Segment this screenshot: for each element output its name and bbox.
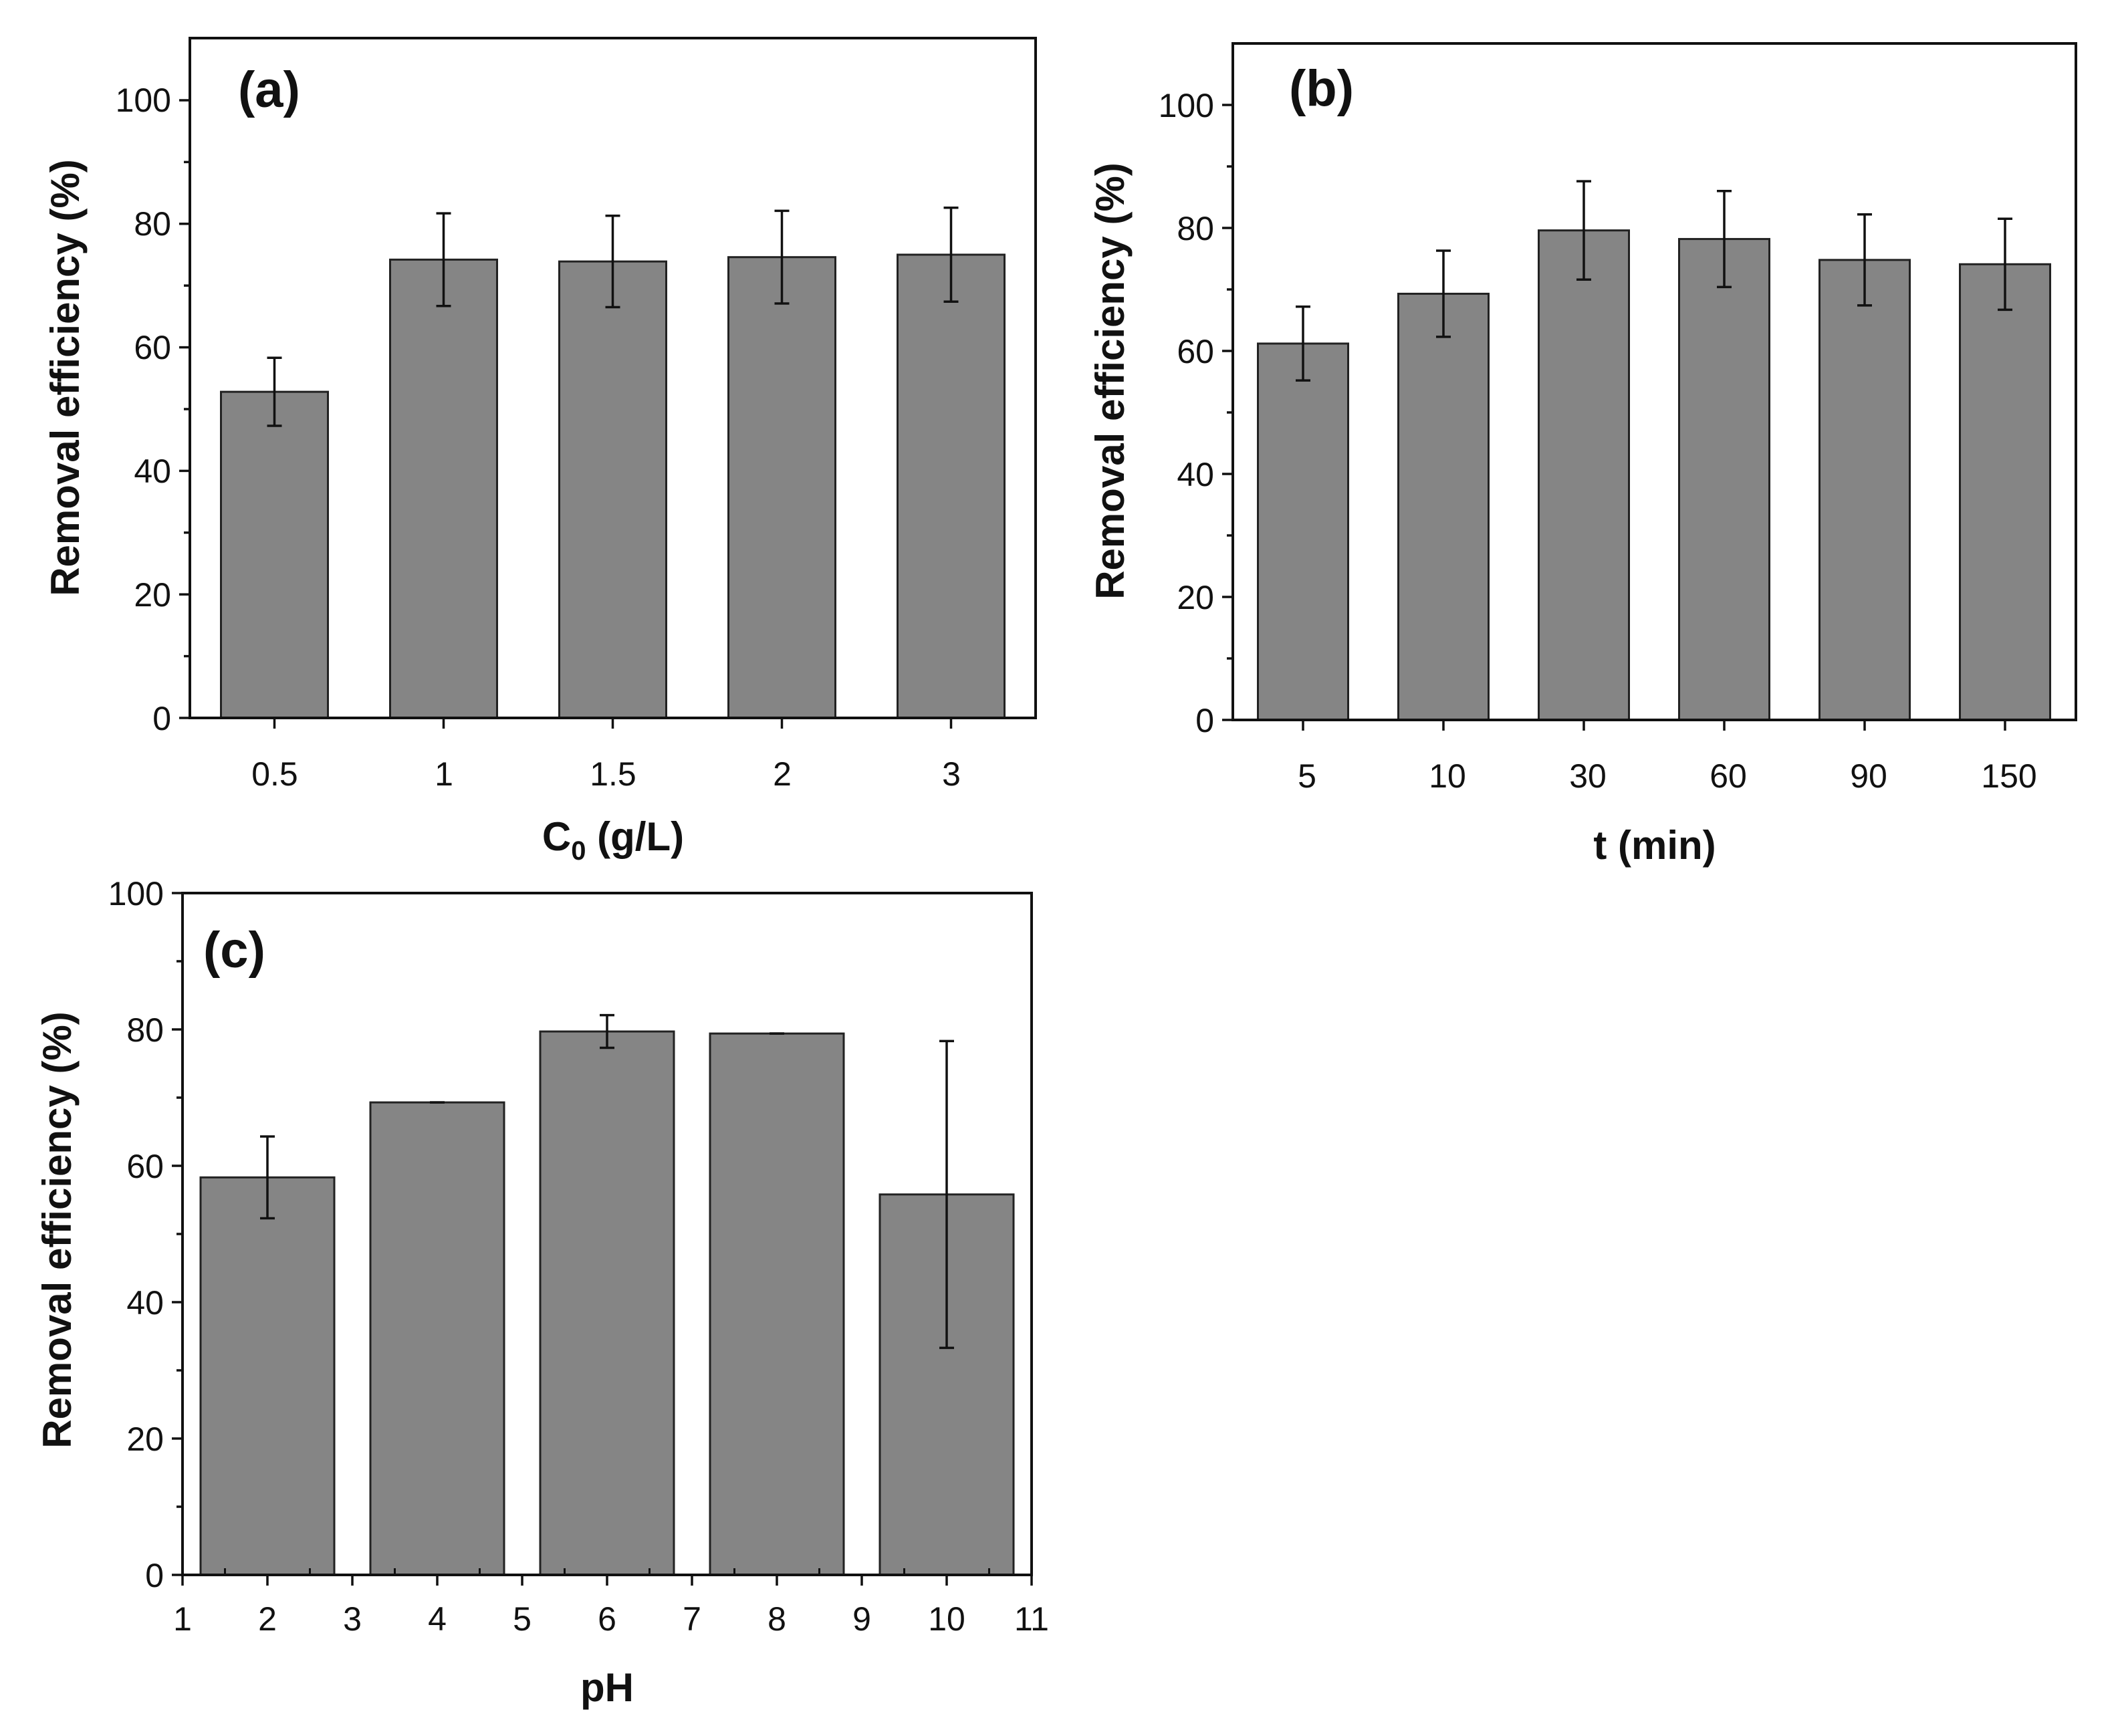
panel-c-label: (c): [203, 922, 265, 979]
panel-b-xtick-label: 150: [1981, 757, 2036, 795]
panel-a-ytick-label: 20: [134, 576, 171, 614]
panel-b-bar: [1959, 263, 2051, 721]
panel-c-ytick-label: 100: [108, 875, 164, 912]
panel-c-xtick-label: 9: [852, 1600, 871, 1638]
panel-a-xtick-label: 3: [942, 755, 961, 793]
panel-c-xtick-label: 2: [258, 1600, 277, 1638]
panel-b-ytick-label: 80: [1177, 210, 1214, 247]
panel-c-xtick-label: 1: [173, 1600, 192, 1638]
panel-b-bars: [1257, 229, 2051, 721]
panel-a-ytick-label: 0: [152, 700, 171, 737]
panel-a-xaxis-title-main: C: [542, 814, 571, 859]
panel-b-ytick-label: 60: [1177, 333, 1214, 370]
panel-b-bar: [1257, 342, 1349, 721]
panel-c-xtick-label: 3: [343, 1600, 362, 1638]
panel-c-xtick-label: 7: [683, 1600, 701, 1638]
panel-c-xtick-label: 4: [428, 1600, 447, 1638]
panel-c-errorbars: [260, 1013, 954, 1350]
panel-b-xtick-label: 90: [1850, 757, 1887, 795]
panel-b-xtick-labels: 5 10 30 60 90 150: [1298, 757, 2037, 795]
panel-a-xtick-label: 0.5: [251, 755, 298, 793]
panel-b-ytick-label: 20: [1177, 579, 1214, 616]
panel-a-ytick-labels: 0 20 40 60 80 100: [116, 82, 171, 737]
panel-a-xtick-label: 1: [435, 755, 453, 793]
panel-c-ytick-label: 0: [145, 1557, 164, 1594]
panel-c-frame: [181, 892, 1033, 1576]
panel-c-ytick-label: 20: [126, 1420, 164, 1458]
panel-c-bars: [199, 1030, 1015, 1576]
panel-b-errorbars: [1296, 180, 2012, 382]
panel-b-yaxis-title: Removal efficiency (%): [1088, 162, 1133, 600]
panel-c-xtick-labels: 1 2 3 4 5 6 7 8 9 10 11: [173, 1600, 1049, 1638]
panel-a-xaxis-title-subscript: 0: [571, 836, 586, 866]
panel-c: 0 20 40 60 80 100 1 2 3 4 5 6 7 8 9 10 1…: [35, 875, 1049, 1710]
panel-b-xtick-label: 5: [1298, 757, 1316, 795]
panel-b-bar: [1397, 292, 1490, 721]
panel-c-ytick-labels: 0 20 40 60 80 100: [108, 875, 164, 1594]
panel-b-label: (b): [1289, 60, 1354, 117]
panel-c-ticks: [172, 892, 1033, 1586]
panel-c-yaxis-title: Removal efficiency (%): [35, 1011, 80, 1449]
panel-a-bar: [897, 253, 1006, 719]
panel-b-ticks: [1222, 104, 2006, 731]
panel-b: 0 20 40 60 80 100 5 10 30 60 90 150 (b) …: [1088, 42, 2077, 868]
panel-c-ytick-label: 40: [126, 1284, 164, 1322]
panel-b-bar: [1818, 259, 1911, 721]
panel-a-frame: [189, 37, 1037, 719]
panel-c-xtick-label: 8: [768, 1600, 786, 1638]
panel-c-xtick-label: 6: [598, 1600, 616, 1638]
panel-a-xaxis-title-rest: (g/L): [586, 814, 684, 859]
panel-b-frame: [1231, 42, 2077, 721]
panel-b-xaxis-title: t (min): [1593, 823, 1716, 868]
panel-b-ytick-label: 100: [1159, 87, 1214, 124]
panel-a-bar: [389, 258, 498, 719]
panel-a-bar: [220, 390, 329, 719]
panel-b-bar: [1678, 238, 1770, 721]
panel-a-bars: [220, 253, 1006, 719]
panel-c-bar: [369, 1101, 505, 1576]
panel-a-label: (a): [238, 61, 300, 118]
panel-c-xtick-label: 5: [513, 1600, 532, 1638]
panel-a-xaxis-title: C0 (g/L): [542, 814, 684, 866]
panel-a-yaxis-title: Removal efficiency (%): [43, 159, 88, 596]
panel-c-bar: [199, 1176, 336, 1576]
panel-b-ytick-label: 0: [1195, 702, 1214, 739]
panel-c-ytick-label: 80: [126, 1011, 164, 1049]
panel-a-xtick-label: 1.5: [590, 755, 636, 793]
panel-a-errorbars: [267, 207, 959, 427]
panel-b-bar: [1538, 229, 1630, 721]
panel-a-xtick-labels: 0.5 1 1.5 2 3: [251, 755, 961, 793]
panel-c-xtick-label: 10: [928, 1600, 965, 1638]
panel-a-xtick-label: 2: [773, 755, 792, 793]
panel-a-ytick-label: 80: [134, 205, 171, 243]
panel-b-ytick-labels: 0 20 40 60 80 100: [1159, 87, 1214, 739]
panel-a-ytick-label: 100: [116, 82, 171, 119]
panel-a-bar: [558, 260, 667, 719]
panel-c-xaxis-title: pH: [580, 1665, 634, 1710]
panel-b-xtick-label: 30: [1569, 757, 1607, 795]
panel-a-ytick-label: 40: [134, 453, 171, 490]
panel-c-bar: [709, 1032, 845, 1576]
panel-c-xtick-label: 11: [1014, 1600, 1049, 1638]
panel-a-ytick-label: 60: [134, 329, 171, 366]
panel-a-bar: [727, 256, 836, 719]
panel-c-bar: [539, 1030, 675, 1576]
panel-b-ytick-label: 40: [1177, 456, 1214, 493]
panel-b-xtick-label: 10: [1429, 757, 1466, 795]
panel-c-ytick-label: 60: [126, 1148, 164, 1185]
panel-a: 0 20 40 60 80 100 0.5 1 1.5 2 3 (a) C0 (…: [43, 37, 1037, 866]
panel-b-xtick-label: 60: [1710, 757, 1747, 795]
